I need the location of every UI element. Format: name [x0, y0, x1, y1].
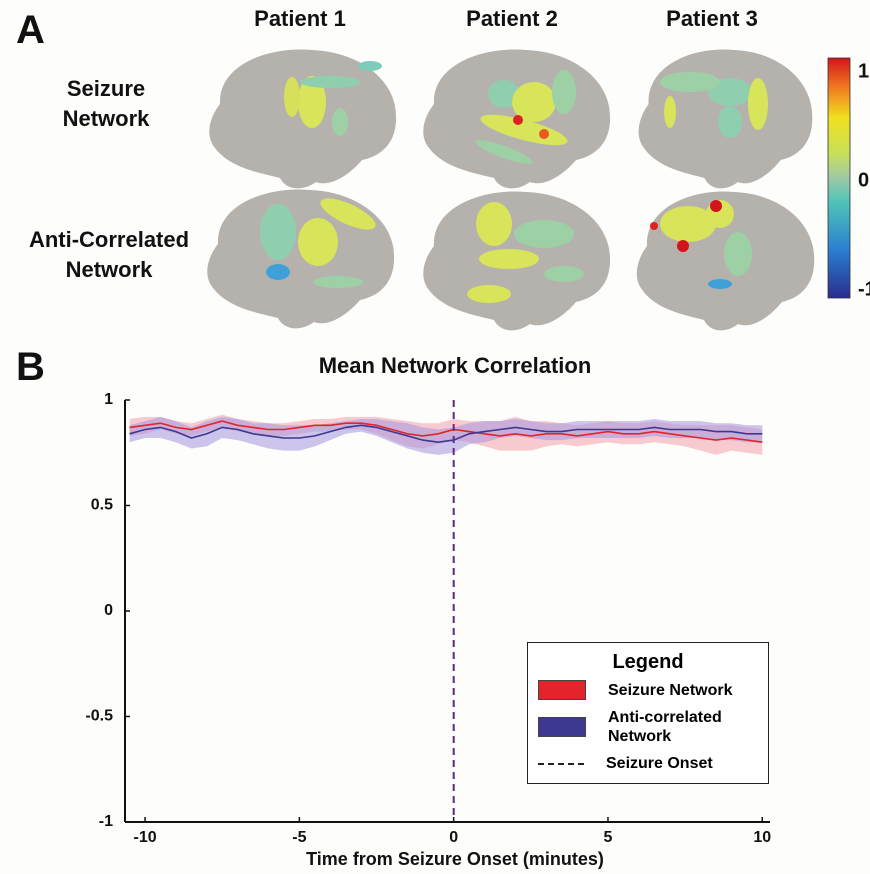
- brain-map: [637, 191, 814, 330]
- legend-title: Legend: [528, 651, 768, 674]
- column-label: Patient 3: [632, 6, 792, 32]
- colorbar: [828, 58, 850, 298]
- x-tick-label: -5: [292, 829, 306, 846]
- panel-label: B: [16, 345, 45, 390]
- legend-swatch: [538, 763, 584, 765]
- x-tick-label: -10: [133, 829, 156, 846]
- panel-label: A: [16, 8, 45, 53]
- row-label: Seizure Network: [36, 74, 176, 134]
- legend-label: Seizure Network: [608, 681, 748, 700]
- x-tick-label: 0: [449, 829, 458, 846]
- column-label: Patient 2: [432, 6, 592, 32]
- legend-item: Seizure Network: [538, 680, 768, 700]
- legend-label: Seizure Onset: [606, 754, 746, 773]
- colorbar-tick-label: 1: [858, 60, 869, 82]
- brain-map: [209, 49, 396, 188]
- y-tick-label: 1: [104, 391, 113, 408]
- y-tick-label: -1: [99, 813, 113, 830]
- brain-map: [639, 49, 813, 188]
- legend-label: Anti-correlated Network: [608, 708, 748, 746]
- column-label: Patient 1: [220, 6, 380, 32]
- colorbar-tick-label: -1: [858, 278, 870, 300]
- brain-map: [423, 191, 610, 330]
- chart-title: Mean Network Correlation: [319, 353, 592, 378]
- y-tick-label: -0.5: [85, 708, 113, 725]
- brain-map: [423, 49, 610, 188]
- legend-swatch: [538, 680, 586, 700]
- legend: Legend Seizure Network Anti-correlated Net…: [527, 642, 769, 784]
- x-tick-label: 5: [604, 829, 613, 846]
- legend-item: Anti-correlated Network: [538, 708, 768, 746]
- brain-map: [207, 189, 394, 328]
- row-label: Anti-Correlated Network: [4, 225, 214, 285]
- page: 10-1Mean Network CorrelationTime from Se…: [0, 0, 870, 874]
- colorbar-tick-label: 0: [858, 169, 869, 191]
- y-tick-label: 0: [104, 602, 113, 619]
- legend-swatch: [538, 717, 586, 737]
- y-tick-label: 0.5: [91, 497, 113, 514]
- x-tick-label: 10: [753, 829, 771, 846]
- legend-item: Seizure Onset: [538, 754, 768, 773]
- x-axis-label: Time from Seizure Onset (minutes): [306, 849, 604, 869]
